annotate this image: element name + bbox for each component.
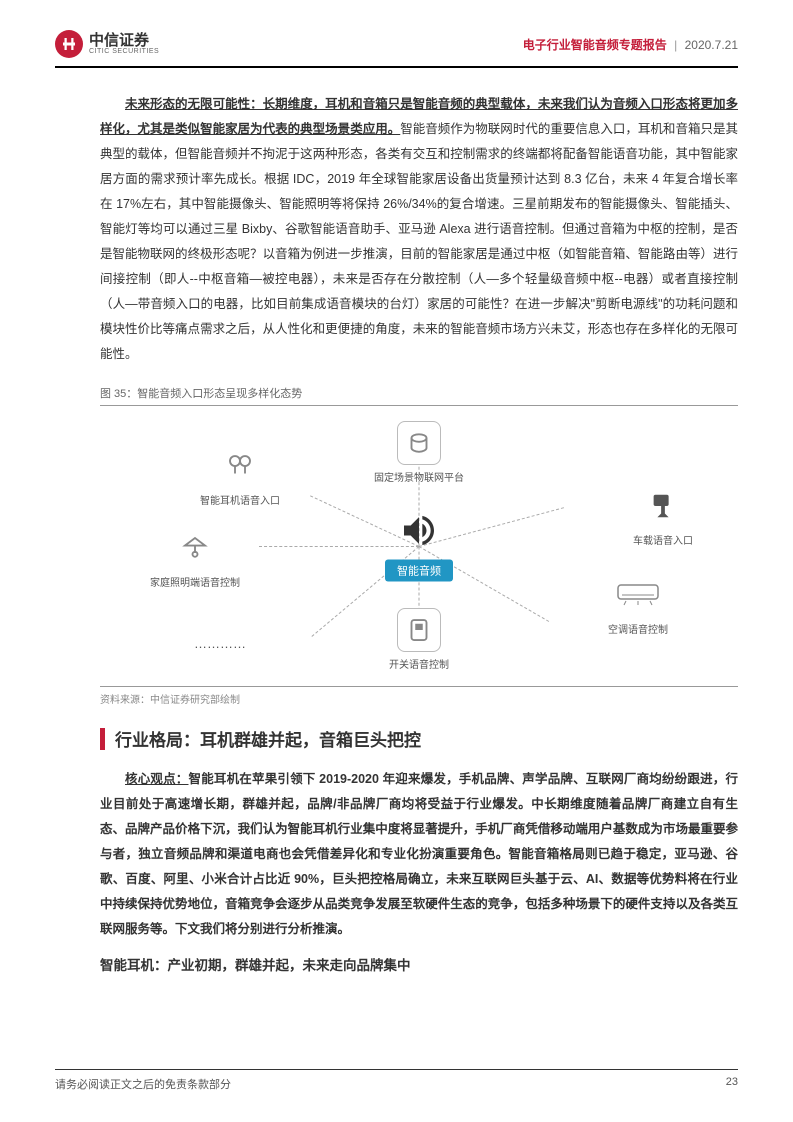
heading-accent-bar — [100, 728, 105, 750]
citic-logo-icon — [55, 30, 83, 58]
diagram-container: 智能音频 固定场景物联网平台 智能耳机语音入口 车载语音入口 家庭照明端语音控制 — [100, 416, 738, 676]
speaker-icon — [399, 511, 439, 551]
hub-icon — [397, 421, 441, 465]
figure-caption: 图 35：智能音频入口形态呈现多样化态势 — [100, 379, 738, 406]
report-date: 2020.7.21 — [685, 38, 738, 52]
node-label: 智能耳机语音入口 — [195, 492, 285, 507]
footer-disclaimer: 请务必阅读正文之后的免责条款部分 — [55, 1076, 231, 1092]
header-right: 电子行业智能音频专题报告 | 2020.7.21 — [523, 36, 738, 53]
node-label: 开关语音控制 — [374, 656, 464, 671]
node-label: 空调语音控制 — [593, 621, 683, 636]
node-left: 家庭照明端语音控制 — [150, 526, 240, 589]
figure-source: 资料来源：中信证券研究部绘制 — [100, 686, 738, 706]
logo-en: CITIC SECURITIES — [89, 48, 159, 55]
node-label: 家庭照明端语音控制 — [150, 574, 240, 589]
para2-bold: 智能耳机在苹果引领下 2019-2020 年迎来爆发，手机品牌、声学品牌、互联网… — [100, 772, 738, 936]
para1-body: 智能音频作为物联网时代的重要信息入口，耳机和音箱只是其典型的载体，但智能音频并不… — [100, 122, 738, 361]
main-content: 未来形态的无限可能性：长期维度，耳机和音箱只是智能音频的典型载体，未来我们认为音… — [0, 68, 793, 974]
node-label: ………… — [175, 636, 265, 651]
ac-icon — [616, 573, 660, 617]
node-bottom-right: 空调语音控制 — [593, 573, 683, 636]
center-node: 智能音频 — [385, 511, 453, 582]
node-label: 车载语音入口 — [618, 532, 708, 547]
node-bottom-left: ………… — [175, 636, 265, 651]
page-number: 23 — [726, 1076, 738, 1092]
page-footer: 请务必阅读正文之后的免责条款部分 23 — [55, 1069, 738, 1092]
sub-heading: 智能耳机：产业初期，群雄并起，未来走向品牌集中 — [100, 954, 738, 974]
node-bottom: 开关语音控制 — [374, 608, 464, 671]
earbuds-icon — [218, 444, 262, 488]
switch-icon — [397, 608, 441, 652]
logo-cn: 中信证券 — [89, 33, 159, 48]
header-separator: | — [674, 38, 677, 52]
section-heading: 行业格局：耳机群雄并起，音箱巨头把控 — [100, 726, 738, 751]
node-top: 固定场景物联网平台 — [374, 421, 464, 484]
center-label: 智能音频 — [385, 560, 453, 582]
paragraph-1: 未来形态的无限可能性：长期维度，耳机和音箱只是智能音频的典型载体，未来我们认为音… — [100, 92, 738, 367]
para2-lead: 核心观点： — [125, 772, 189, 786]
paragraph-2: 核心观点：智能耳机在苹果引领下 2019-2020 年迎来爆发，手机品牌、声学品… — [100, 767, 738, 942]
node-top-right: 车载语音入口 — [618, 484, 708, 547]
report-title: 电子行业智能音频专题报告 — [523, 38, 667, 52]
page-header: 中信证券 CITIC SECURITIES 电子行业智能音频专题报告 | 202… — [55, 0, 738, 68]
heading-text: 行业格局：耳机群雄并起，音箱巨头把控 — [115, 726, 421, 751]
node-label: 固定场景物联网平台 — [374, 469, 464, 484]
car-device-icon — [641, 484, 685, 528]
logo-text: 中信证券 CITIC SECURITIES — [89, 33, 159, 55]
node-top-left: 智能耳机语音入口 — [195, 444, 285, 507]
lamp-icon — [173, 526, 217, 570]
logo-area: 中信证券 CITIC SECURITIES — [55, 30, 159, 58]
